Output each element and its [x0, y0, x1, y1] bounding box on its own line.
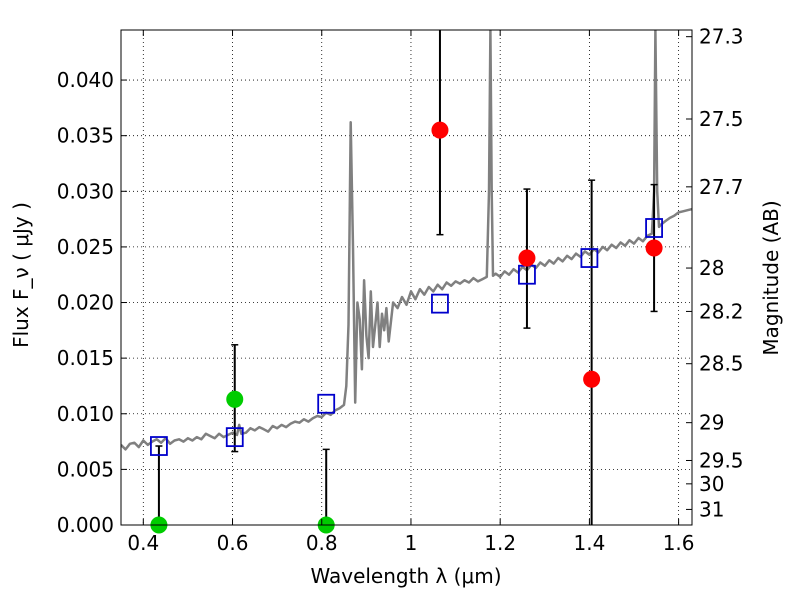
mag-tick-label: 27.7: [699, 175, 744, 199]
observed-flux-point: [583, 370, 601, 388]
x-tick-label: 1.2: [484, 531, 516, 555]
y-tick-label: 0.020: [57, 291, 114, 315]
data-markers: [150, 121, 663, 534]
model-spectrum: [121, 30, 692, 451]
model-spectrum-line: [121, 30, 692, 451]
grid-lines: [121, 30, 692, 526]
axis-ticks: [121, 30, 692, 526]
mag-tick-label: 31: [699, 497, 724, 521]
mag-tick-label: 29.5: [699, 448, 744, 472]
model-photometry-square: [645, 218, 663, 238]
x-tick-label: 1.6: [663, 531, 695, 555]
tick-labels: 0.4 0.6 0.8 1 1.2 1.4 1.6 0.000 0.005 0.010 0.015 0…: [57, 25, 744, 555]
mag-tick-label: 30: [699, 472, 724, 496]
model-photometry-square: [317, 393, 336, 414]
y-tick-label: 0.010: [57, 402, 114, 426]
y-axis-label: Flux F_ν ( μJy ): [9, 202, 33, 348]
mag-tick-label: 27.5: [699, 107, 744, 131]
x-tick-label: 0.8: [306, 531, 338, 555]
model-photometry-square: [225, 427, 244, 448]
observed-flux-point: [431, 121, 449, 139]
model-photometry-square: [431, 293, 449, 314]
observed-flux-point: [645, 239, 663, 257]
observed-flux-point: [226, 390, 244, 408]
model-photometry-square: [150, 436, 168, 456]
mag-tick-label: 29: [699, 411, 724, 435]
mag-tick-label: 28: [699, 256, 724, 280]
mag-tick-label: 28.5: [699, 352, 744, 376]
y-tick-label: 0.030: [57, 179, 114, 203]
x-tick-label: 1: [405, 531, 418, 555]
y-tick-label: 0.025: [57, 235, 114, 259]
mag-tick-label: 27.3: [699, 25, 744, 49]
y-tick-label: 0.015: [57, 346, 114, 370]
x-tick-label: 1.4: [573, 531, 605, 555]
right-axis-label: Magnitude (AB): [759, 200, 783, 355]
y-tick-label: 0.005: [57, 457, 114, 481]
x-axis-label: Wavelength λ (μm): [310, 564, 501, 588]
mag-tick-label: 28.2: [699, 299, 744, 323]
plot-frame: [120, 29, 693, 526]
y-tick-label: 0.000: [57, 513, 114, 537]
error-bars: [155, 30, 658, 525]
model-photometry-square: [580, 248, 599, 268]
observed-flux-point: [518, 249, 536, 267]
x-tick-label: 0.4: [127, 531, 159, 555]
y-tick-label: 0.040: [57, 68, 114, 92]
x-tick-label: 0.6: [217, 531, 249, 555]
y-tick-label: 0.035: [57, 124, 114, 148]
